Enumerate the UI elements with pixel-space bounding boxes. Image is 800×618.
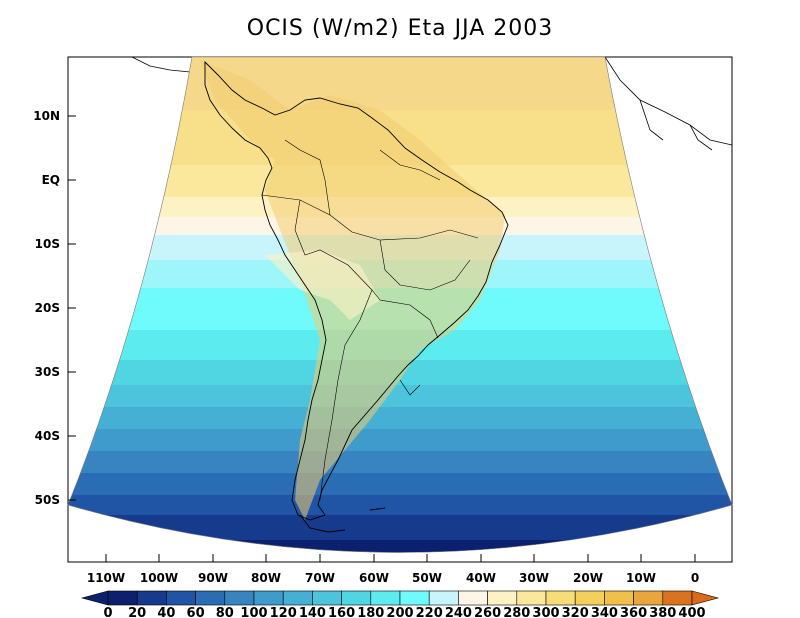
colorbar-swatch	[195, 590, 226, 606]
colorbar-label: 80	[216, 606, 234, 618]
lon-label: 0	[691, 571, 699, 585]
country-borders	[261, 139, 479, 501]
lon-label: 40W	[466, 571, 496, 585]
colorbar-swatch	[633, 590, 664, 606]
colorbar-label: 140	[299, 606, 326, 618]
colorbar-swatch	[224, 590, 255, 606]
lon-label: 70W	[305, 571, 335, 585]
colorbar-swatch	[458, 590, 488, 606]
colorbar-swatch	[428, 590, 459, 606]
colorbar-label: 300	[532, 606, 559, 618]
lon-label: 90W	[198, 571, 228, 585]
colorbar-swatch	[370, 590, 401, 606]
lon-label: 100W	[140, 571, 178, 585]
colorbar-label: 200	[386, 606, 413, 618]
colorbar-high-arrow	[691, 590, 720, 606]
colorbar-label: 120	[270, 606, 297, 618]
lon-label: 10W	[626, 571, 656, 585]
south-america-coastline	[204, 60, 509, 533]
lat-label: 10S	[35, 237, 60, 251]
colorbar-swatch	[253, 590, 284, 606]
colorbar-label: 160	[328, 606, 355, 618]
colorbar-swatch	[662, 590, 693, 606]
colorbar-label: 360	[620, 606, 647, 618]
map-title: OCIS (W/m2) Eta JJA 2003	[246, 16, 554, 41]
latitude-labels: 10N EQ 10S 20S 30S 40S 50S	[33, 109, 60, 507]
lon-label: 80W	[251, 571, 281, 585]
colorbar-label: 380	[649, 606, 676, 618]
colorbar-swatch	[399, 590, 430, 606]
lon-label: 20W	[573, 571, 603, 585]
lat-label: 10N	[33, 109, 60, 123]
lat-label: 50S	[35, 493, 60, 507]
lon-label: 50W	[412, 571, 442, 585]
longitude-labels: 110W 100W 90W 80W 70W 60W 50W 40W 30W 20…	[87, 571, 699, 585]
colorbar-swatch	[545, 590, 576, 606]
lon-label: 60W	[359, 571, 389, 585]
colorbar-swatch	[282, 590, 313, 606]
colorbar-label: 60	[187, 606, 205, 618]
lon-label: 110W	[87, 571, 125, 585]
colorbar-label: 260	[474, 606, 501, 618]
colorbar-swatch	[341, 590, 372, 606]
colorbar-label: 40	[157, 606, 175, 618]
colorbar-swatch	[166, 590, 196, 606]
colorbar-label: 220	[416, 606, 443, 618]
africa-coastline	[131, 56, 733, 151]
lon-label: 30W	[519, 571, 549, 585]
axis-ticks	[68, 115, 696, 562]
lat-label: 20S	[35, 301, 60, 315]
colorbar-swatch	[107, 590, 138, 606]
domain-outline	[67, 56, 733, 553]
colorbar-label: 0	[103, 606, 112, 618]
colorbar-swatch	[136, 590, 167, 606]
colorbar-swatch	[487, 590, 518, 606]
colorbar-label: 340	[591, 606, 618, 618]
colorbar: 0 20 40 60 80 100 120 140 160 180 200 220 240 260 280 3…	[80, 590, 720, 618]
colorbar-swatch	[604, 590, 634, 606]
colorbar-label: 20	[128, 606, 146, 618]
lat-label: 30S	[35, 365, 60, 379]
colorbar-label: 400	[678, 606, 705, 618]
colorbar-low-arrow	[80, 590, 109, 606]
colorbar-label: 100	[240, 606, 267, 618]
colorbar-swatch	[516, 590, 547, 606]
lat-label: EQ	[42, 173, 60, 187]
colorbar-label: 320	[562, 606, 589, 618]
colorbar-label: 280	[503, 606, 530, 618]
colorbar-label: 180	[357, 606, 384, 618]
colorbar-swatch	[574, 590, 605, 606]
colorbar-label: 240	[445, 606, 472, 618]
lat-label: 40S	[35, 429, 60, 443]
colorbar-swatch	[312, 590, 342, 606]
